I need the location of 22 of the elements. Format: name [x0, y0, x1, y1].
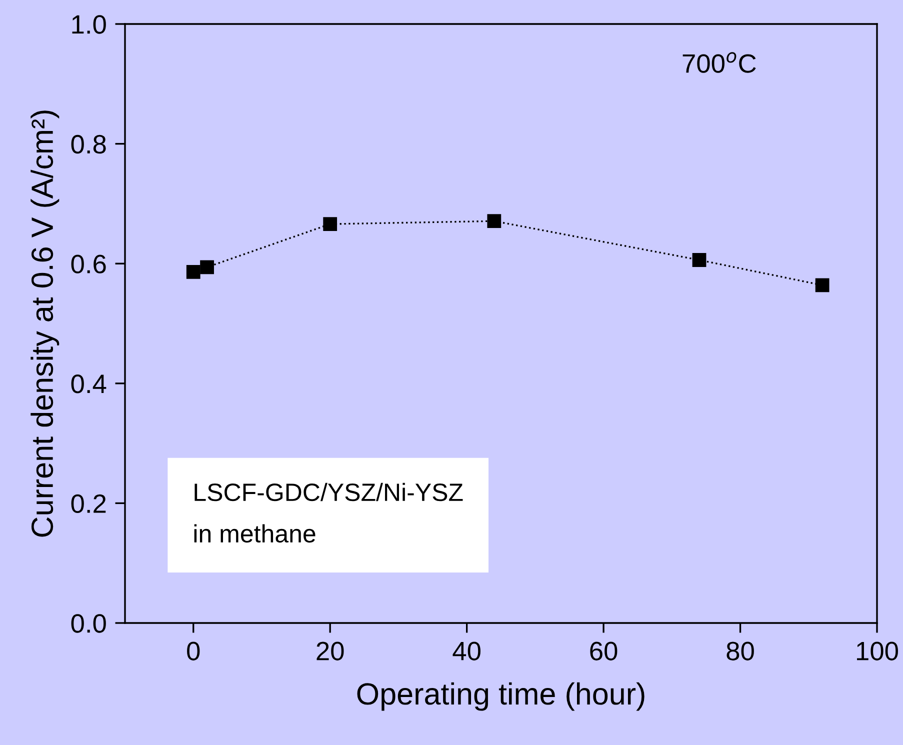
x-tick-label: 20	[316, 642, 344, 660]
y-tick-label: 0.6	[71, 254, 106, 274]
point	[692, 253, 706, 267]
y-tick-label: 0.0	[71, 614, 106, 633]
x-tick-label: 40	[452, 642, 480, 660]
annotation: 700$^{o}$C	[682, 52, 756, 73]
y-axis-title: Current density at 0.6 V (A/cm²)	[30, 110, 60, 537]
y-tick-label: 0.2	[71, 494, 106, 514]
x-tick-label: 80	[726, 642, 754, 660]
x-tick-label: 100	[857, 642, 898, 660]
point	[323, 217, 338, 232]
x-axis-title: Operating time (hour)	[357, 682, 644, 711]
x-tick-label: 0	[187, 642, 200, 660]
annotation: LSCF-GDC/YSZ/Ni-YSZ in methane	[194, 482, 463, 543]
point	[200, 260, 214, 274]
point	[487, 214, 502, 228]
y-tick-label: 0.8	[71, 134, 106, 154]
point	[186, 265, 200, 279]
y-tick-label: 0.4	[71, 374, 106, 394]
y-tick-label: 1.0	[72, 15, 106, 34]
x-tick-label: 60	[590, 642, 618, 660]
point	[815, 278, 830, 292]
